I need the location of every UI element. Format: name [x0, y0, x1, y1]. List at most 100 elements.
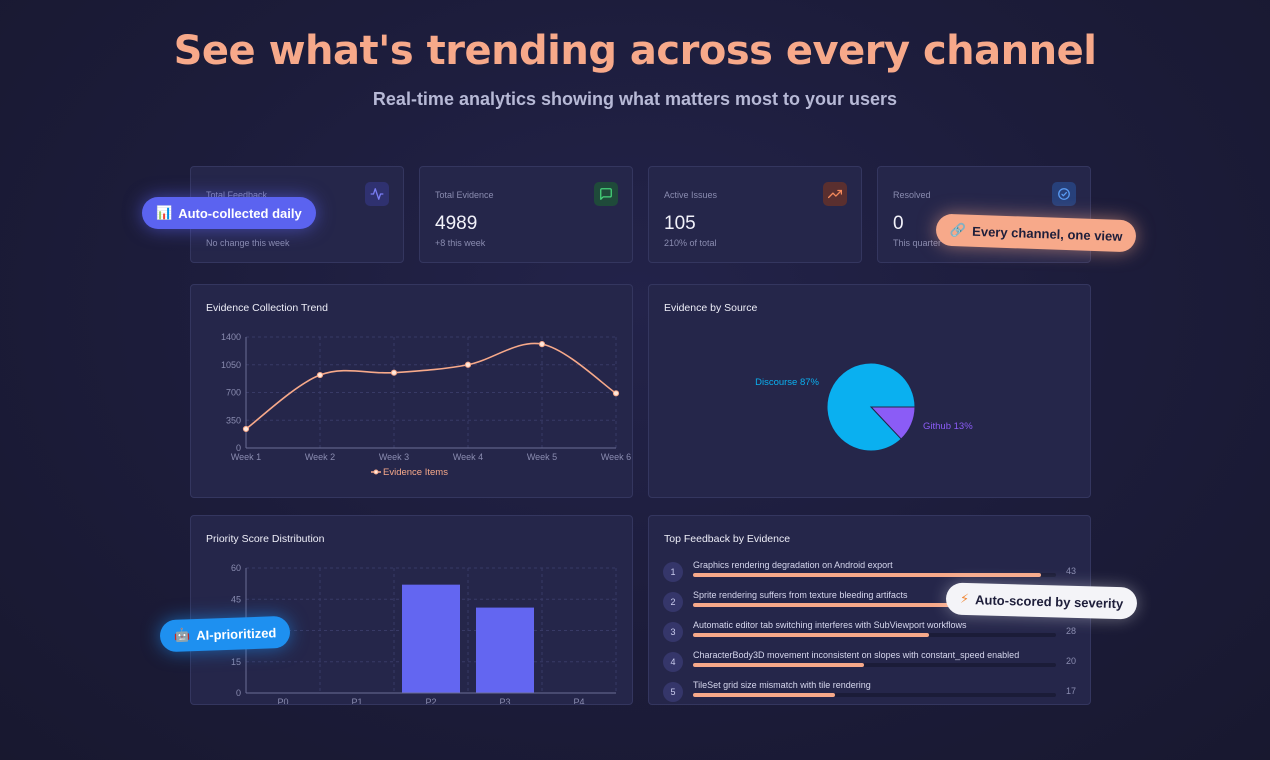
bar [476, 607, 534, 693]
x-tick-label: Week 4 [453, 452, 483, 462]
stat-value: 105 [664, 213, 696, 234]
x-tick-label: P0 [277, 697, 288, 705]
robot-icon: 🤖 [173, 627, 191, 643]
evidence-count: 20 [1065, 656, 1076, 666]
trending-up-icon [823, 182, 847, 206]
evidence-bar-track [693, 663, 1056, 667]
panel-title: Top Feedback by Evidence [664, 533, 791, 545]
evidence-trend-panel: Evidence Collection Trend 0 350 700 1050 140… [190, 284, 633, 498]
legend-marker [373, 469, 379, 475]
pie-slice [826, 362, 916, 452]
evidence-count: 43 [1065, 566, 1076, 576]
feedback-title: Automatic editor tab switching interfere… [693, 620, 967, 630]
lightning-icon: ⚡ [959, 590, 970, 607]
stat-card-active-issues: Active Issues 105 210% of total [648, 166, 862, 263]
stat-label: Active Issues [664, 190, 718, 200]
x-tick-label: P1 [351, 697, 362, 705]
feedback-row[interactable]: 5 TileSet grid size mismatch with tile re… [663, 680, 1076, 704]
x-tick-label: P3 [499, 697, 510, 705]
x-tick-label: Week 6 [601, 452, 631, 462]
headline: See what's trending across every channel [173, 28, 1097, 74]
stat-card-total-evidence: Total Evidence 4989 +8 this week [419, 166, 633, 263]
stat-note: This quarter [893, 238, 942, 248]
priority-distribution-panel: Priority Score Distribution 015304560P0P… [190, 515, 633, 705]
source-pie-chart: Discourse 87% Github 13% [755, 362, 973, 452]
x-tick-label: P2 [425, 697, 436, 705]
priority-bar-chart: 015304560P0P1P2P3P4 [231, 563, 617, 705]
evidence-count: 17 [1065, 686, 1076, 696]
data-point [316, 371, 324, 379]
ai-prioritized-badge: 🤖 AI-prioritized [159, 615, 291, 653]
evidence-bar-fill [693, 693, 835, 697]
rank-badge: 4 [663, 652, 683, 672]
check-circle-icon [1052, 182, 1076, 206]
auto-scored-badge: ⚡ Auto-scored by severity [945, 582, 1138, 620]
feedback-title: Graphics rendering degradation on Androi… [693, 560, 893, 570]
data-point [538, 341, 546, 348]
stat-label: Total Feedback [206, 190, 268, 200]
stat-value: 0 [893, 213, 904, 234]
message-square-icon [594, 182, 618, 206]
x-tick-label: Week 2 [305, 452, 335, 462]
y-tick-label: 15 [231, 657, 241, 667]
y-tick-label: 700 [226, 388, 241, 398]
evidence-series-line [245, 342, 617, 430]
evidence-count: 28 [1065, 626, 1076, 636]
panel-title: Evidence by Source [664, 302, 758, 314]
rank-badge: 3 [663, 622, 683, 642]
y-tick-label: 45 [231, 594, 241, 604]
panel-title: Priority Score Distribution [206, 533, 325, 545]
activity-icon [365, 182, 389, 206]
evidence-source-panel: Evidence by Source Discourse 87% Github 1… [648, 284, 1091, 498]
legend-label: Evidence Items [383, 467, 448, 478]
evidence-bar-fill [693, 603, 955, 607]
feedback-row[interactable]: 2 Sprite rendering suffers from texture b… [663, 590, 1076, 614]
stat-label: Total Evidence [435, 190, 494, 200]
evidence-bar-track [693, 603, 1056, 607]
y-tick-label: 1400 [221, 332, 241, 342]
x-tick-label: Week 3 [379, 452, 409, 462]
stat-value: 4989 [435, 213, 478, 234]
badge-label: AI-prioritized [195, 624, 277, 643]
stat-note: +8 this week [435, 238, 486, 248]
y-tick-label: 350 [226, 415, 241, 425]
evidence-bar-track [693, 693, 1056, 697]
data-point [464, 361, 472, 368]
evidence-bar-track [693, 573, 1056, 577]
y-tick-label: 1050 [221, 360, 241, 370]
feedback-row[interactable]: 3 Automatic editor tab switching interfer… [663, 620, 1076, 644]
y-tick-label: 0 [236, 688, 241, 698]
badge-label: Auto-scored by severity [974, 591, 1124, 611]
stat-note: 210% of total [664, 238, 717, 248]
panel-title: Evidence Collection Trend [206, 302, 328, 314]
evidence-bar-track [693, 633, 1056, 637]
data-point [612, 390, 620, 397]
y-tick-label: 60 [231, 563, 241, 573]
data-point [242, 425, 250, 433]
pie-label: Github 13% [923, 421, 973, 432]
trend-chart: 0 350 700 1050 1400 Week 1 Week 2 Week 3 Week 4 W… [221, 332, 631, 478]
evidence-bar-fill [693, 663, 864, 667]
evidence-bar-fill [693, 573, 1042, 577]
feedback-row[interactable]: 1 Graphics rendering degradation on Andro… [663, 560, 1076, 584]
top-feedback-panel: Top Feedback by Evidence 1 Graphics rende… [648, 515, 1091, 705]
stat-note: No change this week [206, 238, 290, 248]
subheadline: Real-time analytics showing what matters… [372, 89, 898, 109]
evidence-bar-fill [693, 633, 929, 637]
bar [402, 584, 460, 693]
rank-badge: 5 [663, 682, 683, 702]
bar-chart-icon: 📊 [156, 205, 173, 220]
link-icon: 🔗 [949, 221, 967, 238]
rank-badge: 1 [663, 562, 683, 582]
feedback-row[interactable]: 4 CharacterBody3D movement inconsistent o… [663, 650, 1076, 674]
auto-collected-badge: 📊 Auto-collected daily [142, 197, 316, 229]
stat-label: Resolved [893, 190, 931, 200]
pie-label: Discourse 87% [755, 377, 819, 388]
badge-label: Auto-collected daily [178, 205, 302, 221]
x-tick-label: Week 5 [527, 452, 557, 462]
x-tick-label: Week 1 [231, 452, 261, 462]
x-tick-label: P4 [573, 697, 584, 705]
badge-label: Every channel, one view [971, 223, 1123, 244]
data-point [390, 369, 398, 376]
feedback-title: Sprite rendering suffers from texture bl… [693, 590, 908, 600]
